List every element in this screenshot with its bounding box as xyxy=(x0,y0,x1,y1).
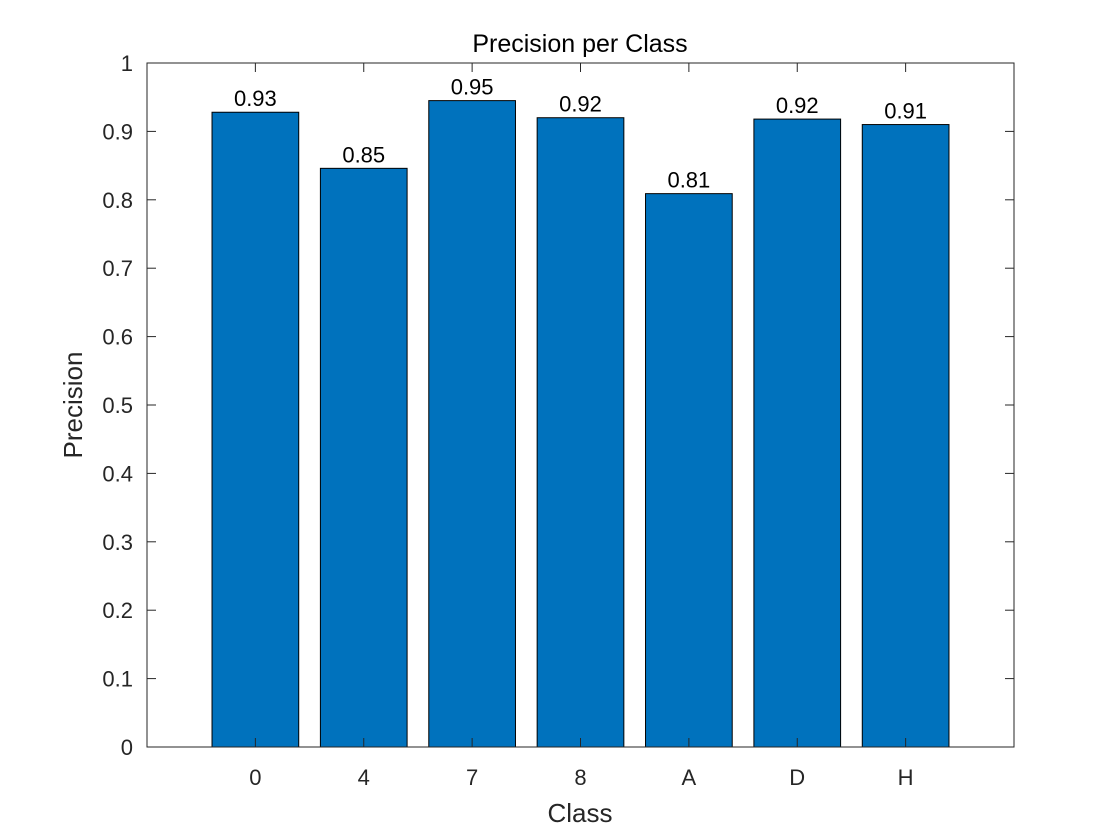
bar-8 xyxy=(536,117,625,748)
x-tick-label-A: A xyxy=(682,765,697,790)
x-tick-label-D: D xyxy=(789,765,805,790)
y-tick-label-0: 0 xyxy=(121,735,133,760)
y-tick-label-3: 0.3 xyxy=(102,530,133,555)
data-label-A: 0.81 xyxy=(667,168,710,193)
y-tick-label-7: 0.7 xyxy=(102,256,133,281)
data-label-4: 0.85 xyxy=(342,142,385,167)
x-axis-label: Class xyxy=(547,798,612,828)
y-tick-label-4: 0.4 xyxy=(102,461,133,486)
bars-group xyxy=(211,100,950,748)
y-tick-label-1: 0.1 xyxy=(102,667,133,692)
bar-0 xyxy=(211,111,300,748)
x-tick-label-H: H xyxy=(898,765,914,790)
data-label-7: 0.95 xyxy=(451,75,494,100)
y-tick-label-6: 0.6 xyxy=(102,325,133,350)
bar-4 xyxy=(319,167,408,748)
y-axis-ticks: 00.10.20.30.40.50.60.70.80.91 xyxy=(102,51,1014,760)
x-tick-label-0: 0 xyxy=(249,765,261,790)
bar-D xyxy=(753,118,842,748)
y-tick-label-2: 0.2 xyxy=(102,598,133,623)
x-tick-label-8: 8 xyxy=(574,765,586,790)
data-label-0: 0.93 xyxy=(234,86,277,111)
y-tick-label-8: 0.8 xyxy=(102,188,133,213)
x-tick-label-7: 7 xyxy=(466,765,478,790)
bar-H xyxy=(861,124,950,748)
data-label-H: 0.91 xyxy=(884,99,927,124)
y-tick-label-5: 0.5 xyxy=(102,393,133,418)
data-labels-group: 0.93 0.85 0.95 0.92 0.81 0.92 0.91 xyxy=(234,75,927,193)
x-axis-ticks: 0 4 7 8 A D H xyxy=(249,63,914,790)
y-tick-label-9: 0.9 xyxy=(102,119,133,144)
x-tick-label-4: 4 xyxy=(358,765,370,790)
data-label-8: 0.92 xyxy=(559,92,602,117)
chart-title: Precision per Class xyxy=(472,30,687,58)
bar-7 xyxy=(428,100,516,748)
data-label-D: 0.92 xyxy=(776,93,819,118)
y-axis-label: Precision xyxy=(58,352,88,459)
y-tick-label-10: 1 xyxy=(121,51,133,76)
bar-A xyxy=(645,193,733,748)
